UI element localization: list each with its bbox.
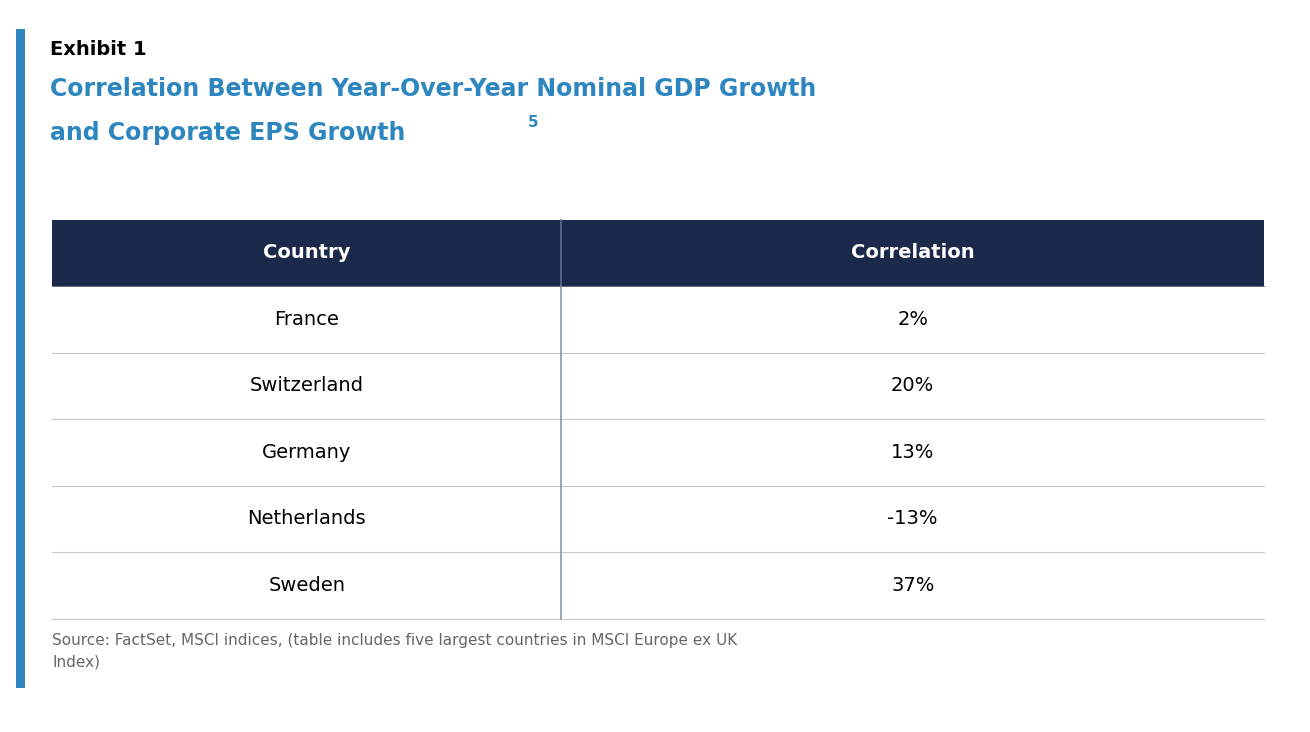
Text: and Corporate EPS Growth: and Corporate EPS Growth [50,121,405,145]
Text: France: France [274,310,339,329]
Text: Source: FactSet, MSCI indices, (table includes five largest countries in MSCI Eu: Source: FactSet, MSCI indices, (table in… [52,633,738,669]
Text: Correlation: Correlation [852,243,975,262]
Text: Correlation Between Year-Over-Year Nominal GDP Growth: Correlation Between Year-Over-Year Nomin… [50,77,816,101]
Text: -13%: -13% [887,509,938,529]
Text: 2%: 2% [897,310,929,329]
Text: Country: Country [263,243,351,262]
Text: 37%: 37% [891,576,934,595]
Text: Exhibit 1: Exhibit 1 [50,40,147,59]
Text: Switzerland: Switzerland [250,376,364,395]
Text: Netherlands: Netherlands [248,509,367,529]
Text: 20%: 20% [891,376,934,395]
Text: Germany: Germany [262,443,351,462]
Text: Sweden: Sweden [269,576,346,595]
Text: 5: 5 [528,115,538,130]
Text: 13%: 13% [891,443,934,462]
